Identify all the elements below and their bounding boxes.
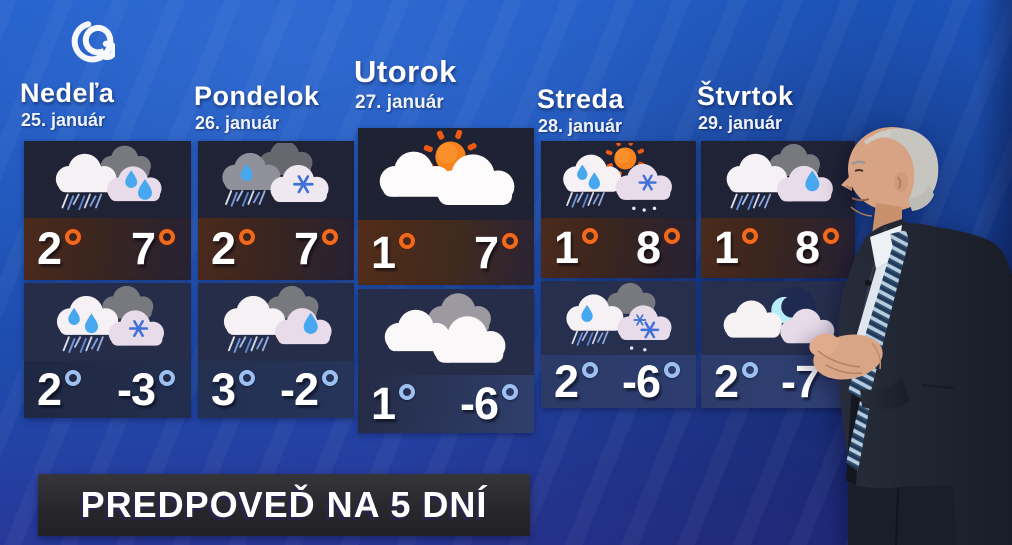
forecast-column-pondelok: Pondelok 26. január 2 7 [194,0,354,545]
lapel-mic-icon [865,280,871,286]
degree-ring-icon [664,228,680,245]
night-forecast-panel: 3 -2 [198,283,354,418]
degree-ring-icon [502,232,518,249]
morning-temp: 2 [211,226,256,272]
night-temps-row: 3 -2 [198,361,354,418]
program-title-banner: PREDPOVEĎ NA 5 DNÍ [38,474,530,536]
day-forecast-panel: 1 8 [541,141,696,278]
evening-temp: 3 [211,367,256,412]
weather-presenter [809,127,1012,545]
degree-ring-icon [239,369,256,386]
degree-ring-icon [399,384,416,401]
afternoon-temp: 7 [294,226,338,272]
forecast-column-stvrtok: Štvrtok 29. január 1 8 [697,0,855,545]
night-weather-icon [24,283,191,361]
evening-temp: 1 [371,381,416,427]
night-low-temp: -3 [117,367,175,412]
day-weather-icon [701,141,855,218]
afternoon-temp: 8 [795,225,839,271]
night-temps-row: 2 -6 [541,355,696,408]
night-forecast-panel: 2 -3 [24,283,191,418]
forecast-column-nedela: Nedeľa 25. január 2 7 [20,0,191,545]
night-low-temp: -6 [460,381,518,427]
degree-ring-icon [502,384,518,401]
degree-ring-icon [664,361,680,378]
day-date: 26. január [195,113,280,133]
morning-temp: 1 [714,225,759,271]
night-low-temp: -6 [622,359,680,404]
night-low-temp: -2 [280,367,338,412]
day-name: Nedeľa [20,78,115,108]
degree-ring-icon [823,228,839,245]
day-name: Pondelok [194,81,320,111]
night-temps-row: 2 -3 [24,361,191,418]
degree-ring-icon [742,361,759,378]
day-weather-icon [541,141,696,218]
day-name: Utorok [354,54,457,89]
degree-ring-icon [399,232,416,249]
morning-temp: 2 [37,226,82,272]
morning-temp: 1 [371,230,416,275]
afternoon-temp: 7 [131,226,175,272]
forecast-column-streda: Streda 28. január 1 8 [537,0,696,545]
channel-spiral-logo [71,21,115,63]
day-temps-row: 1 8 [701,218,855,278]
night-weather-icon [358,289,534,375]
day-weather-icon [24,141,191,218]
degree-ring-icon [159,229,175,246]
degree-ring-icon [159,369,175,386]
day-date: 29. január [698,113,783,133]
day-temps-row: 1 7 [358,220,534,285]
day-forecast-panel: 1 7 [358,128,534,285]
day-weather-icon [198,141,354,218]
degree-ring-icon [65,229,82,246]
morning-temp: 1 [554,225,599,271]
degree-ring-icon [322,369,338,386]
night-forecast-panel: 2 -6 [541,281,696,408]
night-temps-row: 1 -6 [358,375,534,433]
degree-ring-icon [65,369,82,386]
afternoon-temp: 8 [636,225,680,271]
presenter-head [841,127,939,235]
day-forecast-panel: 1 8 [701,141,855,278]
evening-temp: 2 [554,359,599,404]
day-temps-row: 1 8 [541,218,696,278]
evening-temp: 2 [714,359,759,404]
day-name: Štvrtok [697,81,794,111]
degree-ring-icon [582,361,599,378]
degree-ring-icon [582,228,599,245]
night-weather-icon [198,283,354,361]
day-name: Streda [537,84,625,114]
day-weather-icon [358,128,534,220]
afternoon-temp: 7 [474,230,518,275]
day-forecast-panel: 2 7 [198,141,354,280]
forecast-column-utorok: Utorok 27. január 1 7 [354,0,534,545]
night-weather-icon [541,281,696,355]
day-date: 28. január [538,116,623,136]
day-date: 27. január [355,92,444,113]
program-title-text: PREDPOVEĎ NA 5 DNÍ [80,484,488,525]
presenter-hands [809,333,910,410]
night-forecast-panel: 1 -6 [358,289,534,433]
day-forecast-panel: 2 7 [24,141,191,280]
degree-ring-icon [239,229,256,246]
day-temps-row: 2 7 [198,218,354,280]
presenter-trousers [848,483,956,545]
evening-temp: 2 [37,367,82,412]
day-temps-row: 2 7 [24,218,191,280]
degree-ring-icon [322,229,338,246]
day-date: 25. január [21,110,106,130]
degree-ring-icon [742,228,759,245]
